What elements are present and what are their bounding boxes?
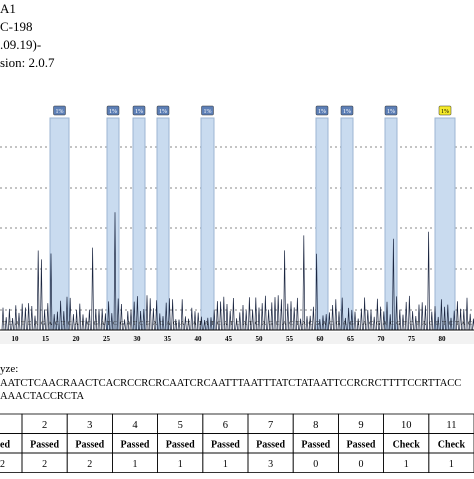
table-header: 8 (313, 420, 318, 431)
position-label: 70 (378, 335, 386, 343)
table-cell-text: Check (393, 440, 421, 451)
header-line: A1 (0, 1, 16, 16)
marker-badge (201, 105, 214, 116)
position-label: 50 (256, 335, 264, 343)
position-label: 15 (42, 335, 50, 343)
table-cell-text: Check (438, 440, 466, 451)
marker-badge (53, 105, 66, 116)
marker-badge (106, 105, 120, 116)
table-header: 3 (87, 420, 92, 431)
table-cell-text: Passed (166, 440, 195, 451)
table-header: 7 (268, 420, 273, 431)
marker-label: 1% (109, 109, 117, 115)
table-cell-text: Passed (301, 440, 330, 451)
position-label: 25 (103, 335, 111, 343)
cpg-band (132, 117, 146, 331)
marker-badge (340, 105, 354, 116)
position-label: 30 (134, 335, 142, 343)
table-header: 5 (178, 420, 183, 431)
table-cell-text: Passed (75, 440, 104, 451)
marker-label: 1% (343, 109, 351, 115)
table-cell-text: 1 (404, 459, 409, 470)
table-cell-text: Passed (30, 440, 59, 451)
header-line: C-198 (0, 19, 33, 34)
table-header: 4 (132, 420, 138, 431)
position-label: 80 (439, 335, 447, 343)
table-cell-text: Passed (256, 440, 285, 451)
position-bar (0, 332, 474, 344)
table-cell-text: 2 (42, 459, 47, 470)
position-label: 20 (73, 335, 81, 343)
cpg-band (106, 117, 120, 331)
table-cell-text: 0 (313, 459, 318, 470)
position-label: 10 (12, 335, 20, 343)
chart-grid (0, 146, 474, 311)
marker-label: 1% (159, 109, 167, 115)
base-calls: TCATCAGACTCATCGATCGATCGACAGATATATCATCATC… (2, 321, 472, 327)
table-header: 11 (446, 420, 456, 431)
table-header: 6 (223, 420, 228, 431)
position-label: 60 (317, 335, 325, 343)
table-cell-text: Passed (121, 440, 150, 451)
header-line: .09.19)- (0, 37, 41, 52)
position-label: 45 (225, 335, 233, 343)
table-cell-text: Passed (211, 440, 240, 451)
position-label: 40 (195, 335, 203, 343)
position-label: 75 (408, 335, 416, 343)
marker-label: 1% (204, 109, 212, 115)
marker-badge (132, 105, 146, 116)
table-cell-text: 0 (359, 459, 364, 470)
marker-badge (156, 105, 170, 116)
cpg-band (315, 117, 329, 331)
marker-label: 1% (387, 109, 395, 115)
header-line: sion: 2.0.7 (0, 55, 55, 70)
table-cell-text: ed (0, 440, 10, 451)
sequence-line: AAACTACCRCTA (0, 391, 84, 402)
marker-label: 1% (318, 109, 326, 115)
table-header: 2 (42, 420, 47, 431)
sequence-line: AATCTCAACRAACTCACRCCRCRCAATCRCAATTTAATTT… (0, 378, 461, 389)
marker-badge (438, 105, 452, 116)
analysis-label: yze: (0, 363, 18, 375)
table-header: 9 (358, 420, 363, 431)
table-cell-text: 1 (449, 459, 454, 470)
table-cell-text: 1 (178, 459, 183, 470)
table-cell-text: 2 (87, 459, 92, 470)
position-label: 35 (164, 335, 172, 343)
table-cell-text: 3 (268, 459, 273, 470)
marker-label: 1% (135, 109, 143, 115)
cpg-band (49, 117, 70, 331)
cpg-band (434, 117, 456, 331)
marker-label: 1% (441, 109, 449, 115)
position-label: 55 (286, 335, 294, 343)
marker-label: 1% (56, 109, 64, 115)
table-header: 10 (401, 420, 412, 431)
cpg-band (340, 117, 354, 331)
position-label: 65 (347, 335, 355, 343)
cpg-band (156, 117, 170, 331)
cpg-band (384, 117, 398, 331)
table-cell-text: 2 (0, 459, 5, 470)
table-cell-text: 1 (133, 459, 138, 470)
cpg-band (200, 117, 215, 331)
marker-badge (384, 105, 398, 116)
table-cell-text: 1 (223, 459, 228, 470)
table-cell-text: Passed (347, 440, 376, 451)
marker-badge (315, 105, 329, 116)
trace (0, 212, 474, 331)
table-cell (0, 413, 23, 434)
